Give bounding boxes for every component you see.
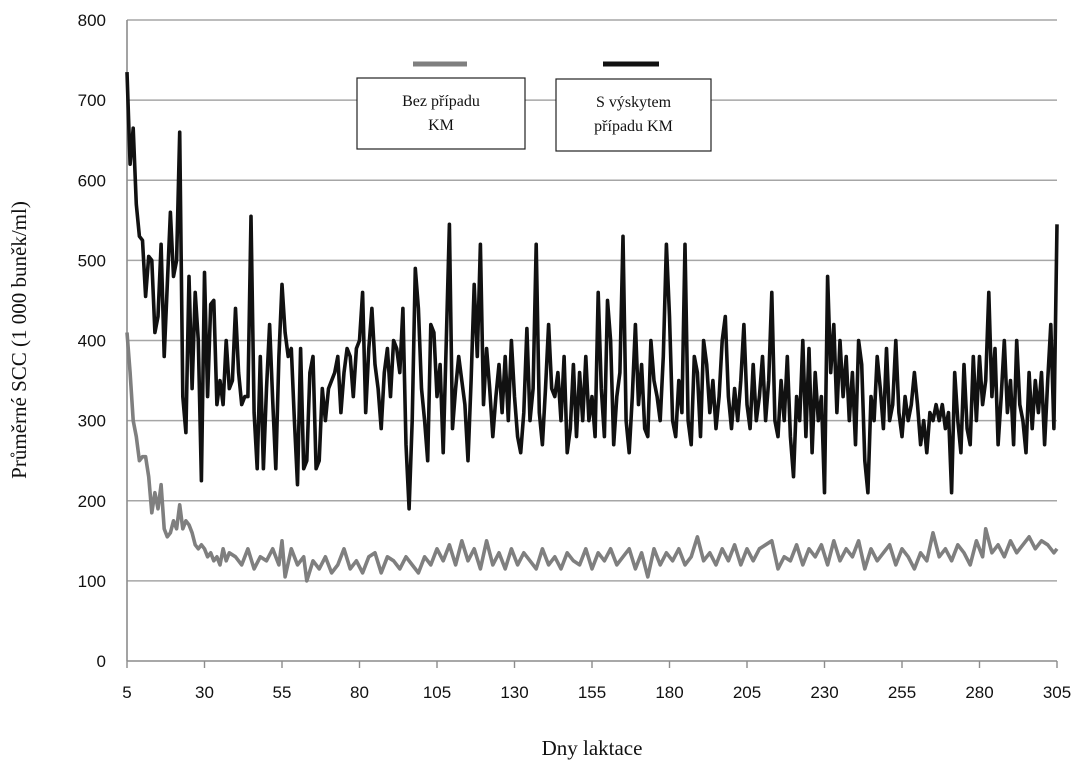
x-tick-label: 55 xyxy=(273,683,292,702)
legend-label: KM xyxy=(428,117,454,134)
y-tick-label: 200 xyxy=(78,492,106,511)
x-tick-label: 155 xyxy=(578,683,606,702)
legend: Bez případu KM S výskytem případu KM xyxy=(356,61,712,152)
x-tick-label: 5 xyxy=(122,683,131,702)
x-tick-label: 105 xyxy=(423,683,451,702)
legend-box-2 xyxy=(555,78,712,152)
x-tick-label: 80 xyxy=(350,683,369,702)
legend-label: Bez případu xyxy=(402,93,480,110)
y-axis-title: Průměrné SCC (1 000 buněk/ml) xyxy=(7,201,31,479)
y-axis-tick-labels: 0 100 200 300 400 500 600 700 800 xyxy=(78,11,106,671)
legend-label: případu KM xyxy=(594,118,673,135)
x-tick-label: 255 xyxy=(888,683,916,702)
x-tick-label: 305 xyxy=(1043,683,1071,702)
y-tick-label: 600 xyxy=(78,171,106,190)
y-tick-label: 300 xyxy=(78,412,106,431)
y-tick-label: 500 xyxy=(78,251,106,270)
x-tick-label: 230 xyxy=(810,683,838,702)
x-tick-label: 130 xyxy=(500,683,528,702)
legend-box-1 xyxy=(356,77,526,150)
series-line-2 xyxy=(125,72,1059,511)
legend-label: S výskytem xyxy=(596,94,672,111)
y-tick-label: 400 xyxy=(78,332,106,351)
x-tick-label: 280 xyxy=(965,683,993,702)
y-tick-label: 0 xyxy=(97,652,106,671)
x-tick-label: 205 xyxy=(733,683,761,702)
series-line-1 xyxy=(125,332,1059,583)
x-axis-title: Dny laktace xyxy=(542,736,643,760)
x-axis-tick-labels: 5 30 55 80 105 130 155 180 205 230 255 280 305 xyxy=(122,683,1071,702)
y-tick-label: 800 xyxy=(78,11,106,30)
series-lines xyxy=(125,72,1059,583)
gridlines xyxy=(127,19,1057,582)
y-tick-label: 100 xyxy=(78,572,106,591)
y-tick-label: 700 xyxy=(78,91,106,110)
x-tick-label: 30 xyxy=(195,683,214,702)
x-tick-label: 180 xyxy=(655,683,683,702)
